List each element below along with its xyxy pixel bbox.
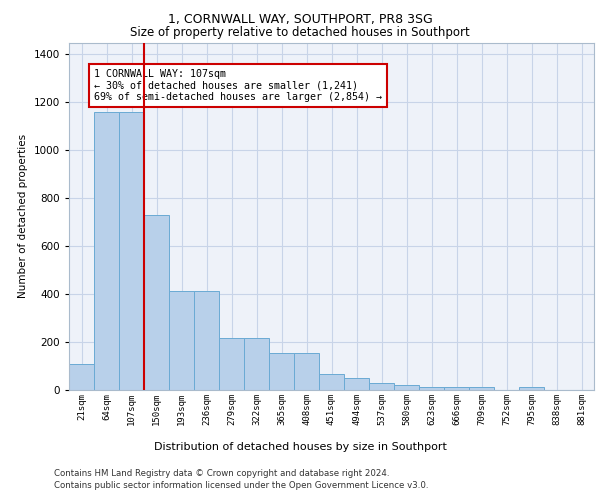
Bar (394, 385, 419, 390)
Bar (519, 387, 544, 390)
Text: Contains public sector information licensed under the Open Government Licence v3: Contains public sector information licen… (54, 481, 428, 490)
Bar (169, 290, 194, 390)
Bar (69, 364, 94, 390)
Bar (194, 290, 219, 390)
Bar (344, 378, 369, 390)
Text: Size of property relative to detached houses in Southport: Size of property relative to detached ho… (130, 26, 470, 39)
Text: 1, CORNWALL WAY, SOUTHPORT, PR8 3SG: 1, CORNWALL WAY, SOUTHPORT, PR8 3SG (167, 12, 433, 26)
Y-axis label: Number of detached properties: Number of detached properties (18, 134, 28, 298)
Bar (294, 353, 319, 390)
Bar (144, 215, 169, 390)
Text: 1 CORNWALL WAY: 107sqm
← 30% of detached houses are smaller (1,241)
69% of semi-: 1 CORNWALL WAY: 107sqm ← 30% of detached… (94, 69, 382, 102)
Bar (319, 374, 344, 390)
Bar (219, 338, 244, 390)
Bar (269, 353, 294, 390)
Bar (119, 112, 144, 390)
Bar (369, 383, 394, 390)
Bar (444, 387, 469, 390)
Bar (244, 338, 269, 390)
Bar (94, 112, 119, 390)
Text: Contains HM Land Registry data © Crown copyright and database right 2024.: Contains HM Land Registry data © Crown c… (54, 469, 389, 478)
Bar (469, 387, 494, 390)
Text: Distribution of detached houses by size in Southport: Distribution of detached houses by size … (154, 442, 446, 452)
Bar (419, 387, 444, 390)
